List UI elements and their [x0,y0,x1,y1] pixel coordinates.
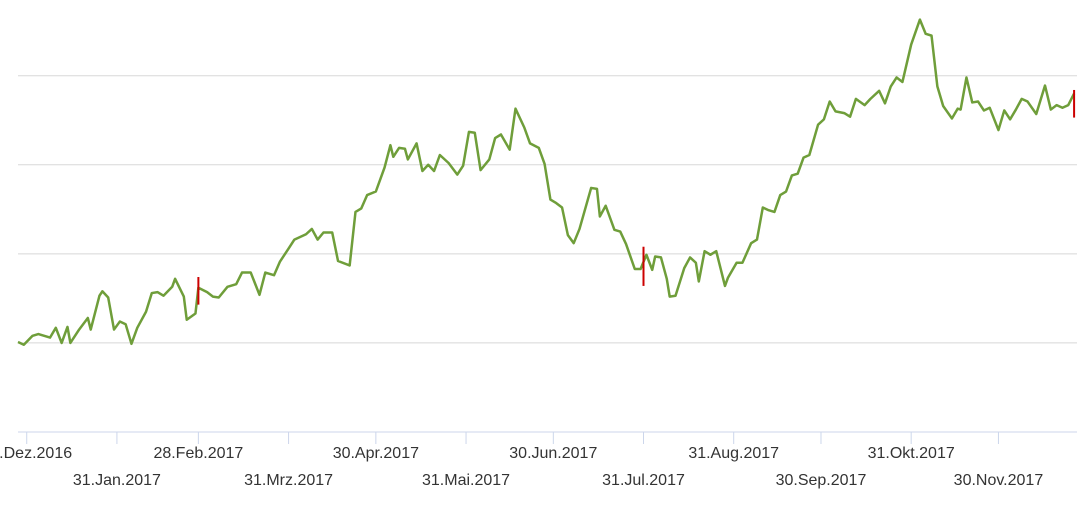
x-tick-label: 31.Mrz.2017 [244,472,333,489]
x-tick-label: 31.Mai.2017 [422,472,510,489]
x-tick-label: 30.Apr.2017 [333,445,419,462]
x-tick-label: 30.Sep.2017 [776,472,867,489]
x-tick-label: 28.Feb.2017 [153,445,243,462]
x-tick-label: 31.Jan.2017 [73,472,161,489]
price-line [17,18,1076,346]
x-tick-label: 31.Dez.2016 [0,445,72,462]
x-tick-label: 31.Aug.2017 [688,445,779,462]
x-tick-label: 31.Jul.2017 [602,472,685,489]
x-tick-label: 31.Okt.2017 [868,445,955,462]
x-tick-label: 30.Jun.2017 [509,445,597,462]
x-tick-label: 30.Nov.2017 [954,472,1044,489]
